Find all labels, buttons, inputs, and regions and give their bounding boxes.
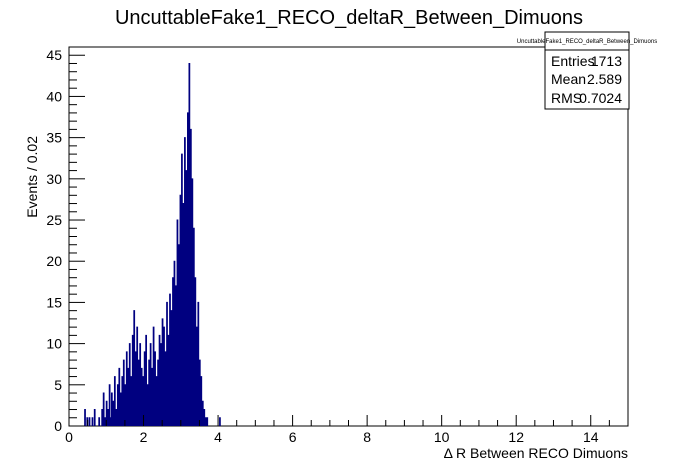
stats-entries-value: 1713 [591,53,622,69]
stats-rms-label: RMS [551,90,582,106]
x-tick-label: 8 [363,429,371,445]
stats-mean-label: Mean [551,71,586,87]
x-axis: 0 2 4 6 8 10 12 14 [65,415,629,445]
histogram-outline [84,62,221,426]
y-tick-label: 45 [46,47,62,63]
y-tick-label: 15 [46,294,62,310]
chart-title: UncuttableFake1_RECO_deltaR_Between_Dimu… [115,7,583,29]
x-tick-label: 6 [289,429,297,445]
y-tick-label: 20 [46,253,62,269]
y-axis: 0 5 10 15 20 25 30 35 40 45 [46,46,85,434]
stats-box-title: UncuttableFake1_RECO_deltaR_Between_Dimu… [517,39,657,45]
y-tick-label: 40 [46,88,62,104]
stats-entries-label: Entries [551,53,595,69]
stats-box-frame [544,31,630,110]
stats-mean-value: 2.589 [587,71,622,87]
y-tick-label: 25 [46,212,62,228]
x-tick-label: 14 [583,429,599,445]
y-tick-label: 35 [46,130,62,146]
y-tick-label: 30 [46,171,62,187]
x-tick-label: 10 [434,429,450,445]
x-tick-label: 0 [65,429,73,445]
stats-box: UncuttableFake1_RECO_deltaR_Between_Dimu… [517,31,657,110]
y-tick-label: 0 [54,418,62,434]
y-axis-label: Events / 0.02 [24,136,40,218]
x-axis-label: Δ R Between RECO Dimuons [444,445,628,461]
x-tick-label: 12 [508,429,524,445]
x-tick-label: 2 [140,429,148,445]
stats-rms-value: 0.7024 [579,90,622,106]
y-tick-label: 5 [54,377,62,393]
x-tick-label: 4 [214,429,222,445]
y-tick-label: 10 [46,336,62,352]
